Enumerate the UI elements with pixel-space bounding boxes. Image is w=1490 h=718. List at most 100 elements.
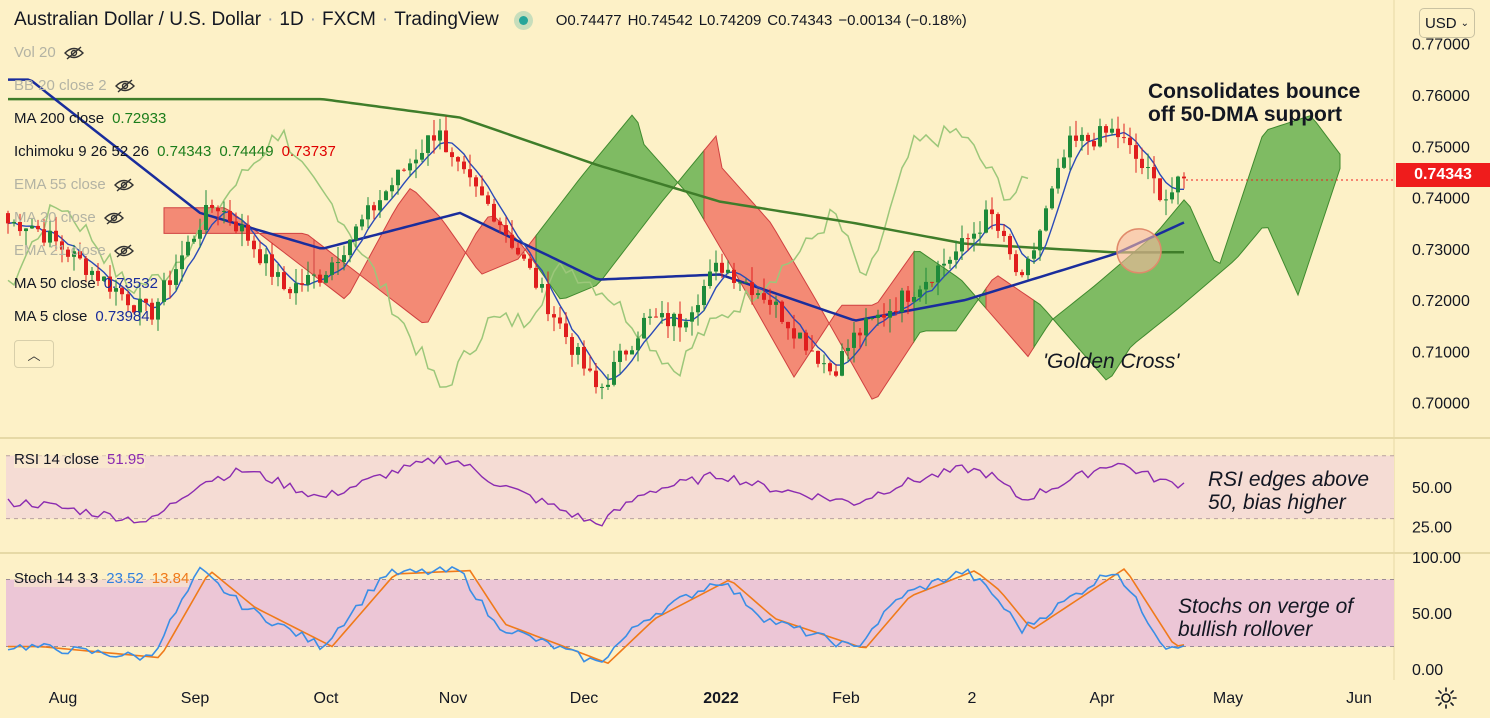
open-value: O0.74477 <box>555 11 622 29</box>
candle-up <box>600 383 604 400</box>
candle-down <box>534 262 538 290</box>
legend-label: EMA 55 close <box>14 176 106 193</box>
candle-up <box>1032 242 1036 264</box>
candle-body <box>840 351 844 376</box>
candle-body <box>18 221 22 232</box>
candle-body <box>216 207 220 212</box>
gear-icon[interactable] <box>1434 686 1458 710</box>
candle-body <box>378 200 382 211</box>
candle-up <box>264 248 268 276</box>
candle-body <box>780 301 784 322</box>
candle-up <box>576 343 580 365</box>
candle-body <box>906 290 910 302</box>
legend-item-ma-5-close[interactable]: MA 5 close 0.73984 <box>14 308 150 325</box>
candle-up <box>90 267 94 282</box>
candle-down <box>546 271 550 322</box>
candle-body <box>1170 192 1174 200</box>
candle-up <box>696 294 700 326</box>
legend-item-ma-200-close[interactable]: MA 200 close 0.72933 <box>14 110 166 127</box>
ichimoku-lagging-span <box>7 124 1029 388</box>
price-tick-label: 0.72000 <box>1412 293 1470 310</box>
price-tick-label: 0.74000 <box>1412 191 1470 208</box>
legend-item-ema-55-close[interactable]: EMA 55 close <box>14 176 134 193</box>
candle-body <box>222 210 226 212</box>
close-value: C0.74343 <box>767 11 833 29</box>
candle-body <box>414 159 418 164</box>
legend-item-vol-20[interactable]: Vol 20 <box>14 44 84 61</box>
candle-body <box>282 272 286 290</box>
legend-item-bb-20-close-2[interactable]: BB 20 close 2 <box>14 77 135 94</box>
symbol-name[interactable]: Australian Dollar / U.S. Dollar <box>14 9 262 30</box>
legend-item-ema-21-close[interactable]: EMA 21 close <box>14 242 134 259</box>
eye-off-icon[interactable] <box>114 78 135 93</box>
candle-up <box>426 135 430 166</box>
candle-up <box>1056 158 1060 194</box>
candle-body <box>90 270 94 275</box>
time-tick-label: Aug <box>49 690 77 707</box>
eye-off-icon[interactable] <box>113 177 134 192</box>
candle-body <box>1044 208 1048 231</box>
candle-body <box>462 161 466 170</box>
legend-item-ma-50-close[interactable]: MA 50 close 0.73532 <box>14 275 158 292</box>
candle-down <box>228 200 232 226</box>
candle-body <box>954 251 958 260</box>
price-tick-label: 0.70000 <box>1412 396 1470 413</box>
candle-body <box>1116 128 1120 138</box>
candle-body <box>204 205 208 230</box>
candle-up <box>294 268 298 305</box>
eye-off-icon[interactable] <box>113 243 134 258</box>
candle-up <box>72 244 76 271</box>
candle-body <box>1080 134 1084 141</box>
candle-up <box>642 312 646 339</box>
rsi-legend[interactable]: RSI 14 close 51.95 <box>14 451 145 468</box>
candle-up <box>180 240 184 282</box>
candle-body <box>762 293 766 300</box>
candle-body <box>1068 135 1072 158</box>
candle-down <box>6 210 10 234</box>
candle-body <box>1146 167 1150 169</box>
currency-selector[interactable]: USD ⌄ <box>1419 8 1475 38</box>
candle-down <box>1134 133 1138 173</box>
candle-up <box>888 299 892 333</box>
legend-label: MA 50 close <box>14 275 96 292</box>
candle-down <box>480 175 484 196</box>
stoch-legend[interactable]: Stoch 14 3 3 23.52 13.84 <box>14 570 190 587</box>
rsi-tick-label: 25.00 <box>1412 519 1452 536</box>
collapse-legend-button[interactable]: ︿ <box>14 340 54 368</box>
candle-body <box>1056 167 1060 189</box>
candle-body <box>888 310 892 318</box>
candle-down <box>282 266 286 291</box>
candle-up <box>384 189 388 201</box>
legend-item-ichimoku-9-26-52-26[interactable]: Ichimoku 9 26 52 26 0.74343 0.74449 0.73737 <box>14 143 336 160</box>
candle-up <box>864 308 868 347</box>
candle-body <box>306 274 310 285</box>
eye-off-icon[interactable] <box>103 210 124 225</box>
candle-body <box>384 191 388 201</box>
candle-down <box>654 308 658 318</box>
candle-down <box>804 329 808 356</box>
candle-down <box>594 362 598 394</box>
candle-up <box>204 190 208 235</box>
candle-down <box>60 235 64 263</box>
candle-body <box>942 263 946 266</box>
candle-body <box>132 305 136 313</box>
candle-body <box>246 224 250 241</box>
price-tick-label: 0.76000 <box>1412 88 1470 105</box>
candle-body <box>1122 137 1126 139</box>
candle-up <box>192 235 196 244</box>
candle-body <box>564 323 568 338</box>
candle-body <box>744 282 748 284</box>
eye-off-icon[interactable] <box>63 45 84 60</box>
candle-down <box>432 119 436 154</box>
interval-label[interactable]: 1D <box>279 9 304 30</box>
candle-up <box>30 217 34 229</box>
high-value: H0.74542 <box>627 11 693 29</box>
ichimoku-cloud-bearish <box>985 275 1035 358</box>
legend-item-ma-20-close[interactable]: MA 20 close <box>14 209 124 226</box>
candle-up <box>378 190 382 218</box>
candle-up <box>960 225 964 261</box>
candle-down <box>1182 172 1186 189</box>
candle-up <box>1068 126 1072 171</box>
